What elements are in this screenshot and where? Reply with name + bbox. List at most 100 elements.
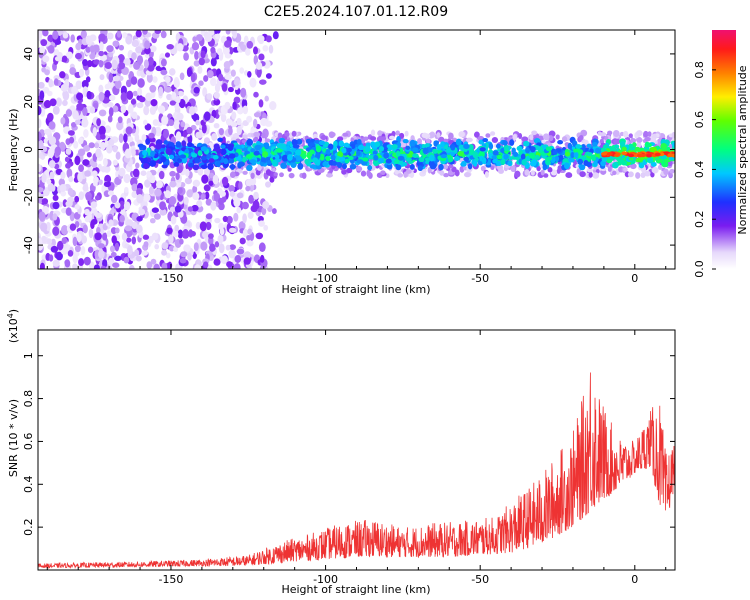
spectrogram-cell xyxy=(68,176,74,183)
spectrogram-cell xyxy=(174,102,180,110)
spectrogram-cell xyxy=(531,130,538,136)
spectrogram-cell xyxy=(62,32,69,39)
spectrogram-cell xyxy=(98,50,105,57)
spectrogram-cell xyxy=(256,164,262,171)
spectrogram-cell xyxy=(147,63,155,72)
spectrogram-cell xyxy=(265,35,272,43)
spectrogram-cell xyxy=(90,218,98,225)
spectrogram-cell xyxy=(161,262,168,269)
spectrogram-cell xyxy=(209,243,216,252)
spectrogram-cell xyxy=(52,213,58,221)
spectrogram-cell xyxy=(534,154,541,160)
spectrogram-cell xyxy=(66,168,73,179)
spectrogram-cell xyxy=(231,111,237,120)
spectrogram-cell xyxy=(509,139,515,146)
spectrogram-cell xyxy=(90,201,98,209)
spectrogram-cell xyxy=(104,83,111,90)
spectrogram-cell xyxy=(195,119,200,126)
spectrogram-cell xyxy=(220,113,227,123)
spectrogram-cell xyxy=(65,162,71,169)
spectrogram-cell xyxy=(65,109,73,117)
spectrogram-cell xyxy=(124,186,129,193)
spectrogram-cell xyxy=(47,112,54,122)
spectrogram-cell xyxy=(196,200,203,208)
spectrogram-cell xyxy=(121,232,128,241)
spectrogram-cell xyxy=(98,179,103,185)
spectrogram-cell xyxy=(114,79,122,90)
spectrogram-cell xyxy=(529,161,537,167)
spectrogram-cell xyxy=(592,172,600,179)
spectrogram-cell xyxy=(201,123,207,134)
spectrogram-cell xyxy=(118,167,126,177)
spectrogram-cell xyxy=(613,139,620,145)
spectrogram-cell xyxy=(238,221,246,231)
spectrogram-cell xyxy=(448,132,454,140)
spectrogram-cell xyxy=(99,133,106,140)
spectrogram-cell xyxy=(495,143,501,149)
spectrogram-cell xyxy=(49,171,55,180)
spectrogram-cell xyxy=(634,146,641,152)
spectrogram-cell xyxy=(107,32,114,40)
spectrogram-cell xyxy=(159,201,167,211)
spectrogram-cell xyxy=(174,224,180,232)
spectrogram-cell xyxy=(86,151,92,158)
spectrogram-cell xyxy=(573,151,579,159)
spectrogram-cell xyxy=(555,134,560,140)
spectrogram-cell xyxy=(429,154,435,162)
spectrogram-cell xyxy=(61,237,68,245)
x-tick-label: -100 xyxy=(313,573,338,586)
spectrogram-cell xyxy=(197,167,204,176)
spectrogram-cell xyxy=(187,252,192,261)
y-tick-label: 0.2 xyxy=(22,518,35,536)
spectrogram-cell xyxy=(445,148,452,153)
spectrogram-cell xyxy=(397,155,405,161)
spectrogram-cell xyxy=(213,30,221,35)
spectrogram-cell xyxy=(60,171,66,180)
spectrogram-cell xyxy=(242,170,248,175)
spectrogram-cell xyxy=(280,143,287,148)
spectrogram-cell xyxy=(110,194,118,204)
spectrogram-cell xyxy=(271,208,277,215)
spectrogram-cell xyxy=(234,78,240,86)
spectrogram-cell xyxy=(124,148,132,159)
spectrogram-cell xyxy=(156,180,163,189)
spectrogram-cell xyxy=(367,165,373,171)
spectrogram-cell xyxy=(205,221,212,231)
spectrogram-cell xyxy=(200,50,206,59)
spectrogram-cell xyxy=(96,118,101,127)
spectrogram-cell xyxy=(98,109,107,117)
spectrogram-cell xyxy=(39,262,45,269)
spectrogram-cell xyxy=(644,170,651,177)
spectrogram-cell xyxy=(258,242,266,252)
spectrogram-cell xyxy=(149,84,157,93)
spectrogram-cell xyxy=(304,158,310,165)
spectrogram-cell xyxy=(55,97,62,107)
spectrogram-cell xyxy=(44,128,52,135)
colorbar-gradient xyxy=(712,30,736,269)
spectrogram-cell xyxy=(348,155,354,161)
spectrogram-cell xyxy=(577,149,584,155)
spectrogram-cell xyxy=(67,196,74,204)
spectrogram-cell xyxy=(459,165,465,173)
spectrogram-cell xyxy=(38,118,42,129)
spectrogram-cell xyxy=(238,181,243,190)
spectrogram-cell xyxy=(328,143,334,150)
spectrogram-cell xyxy=(253,91,259,98)
spectrogram-cell xyxy=(217,137,223,143)
spectrogram-cell xyxy=(180,121,186,128)
spectrogram-cell xyxy=(221,176,229,186)
spectrogram-cell xyxy=(628,133,633,139)
spectrogram-cell xyxy=(424,143,430,148)
spectrogram-cell xyxy=(184,148,190,154)
spectrogram-cell xyxy=(328,131,335,139)
spectrogram-cell xyxy=(265,169,272,176)
spectrogram-cell xyxy=(291,139,298,146)
spectrogram-cell xyxy=(590,154,597,162)
spectrogram-cell xyxy=(131,190,138,199)
spectrogram-cell xyxy=(153,213,161,220)
spectrogram-cell xyxy=(314,152,321,160)
spectrogram-cell xyxy=(117,116,123,124)
spectrogram-cell xyxy=(646,153,652,158)
spectrogram-cell xyxy=(607,166,612,172)
y-tick-label: 1 xyxy=(22,352,35,359)
